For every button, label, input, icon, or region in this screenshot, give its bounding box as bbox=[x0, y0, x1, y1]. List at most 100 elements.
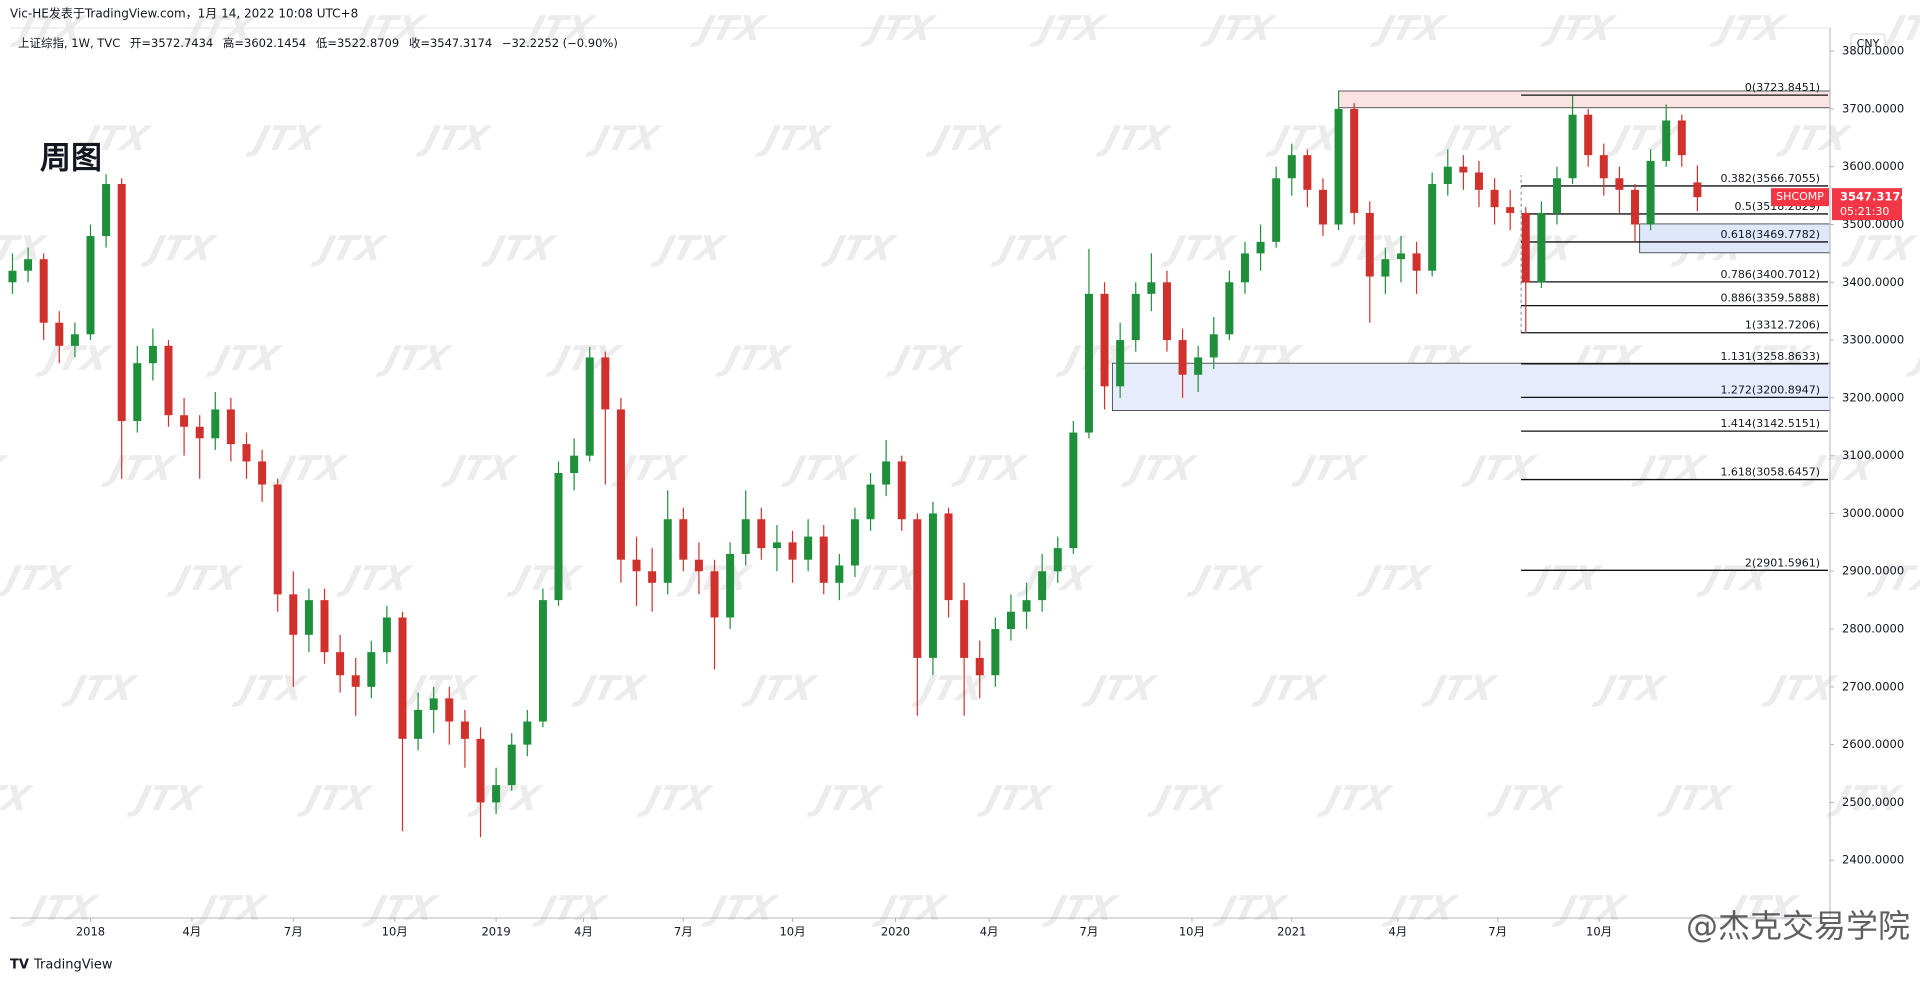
candle-body bbox=[1194, 357, 1203, 375]
candle-body bbox=[882, 461, 891, 485]
candle-body bbox=[1552, 178, 1561, 213]
candle-body bbox=[476, 738, 485, 803]
candle-body bbox=[1615, 178, 1624, 190]
candle-body bbox=[663, 519, 672, 583]
fib-label: 1.414(3142.5151) bbox=[1720, 417, 1820, 430]
candle-body bbox=[1568, 114, 1577, 179]
candle-body bbox=[975, 657, 984, 676]
y-tick-label: 3800.0000 bbox=[1842, 44, 1904, 58]
candle-body bbox=[1131, 293, 1140, 341]
x-tick-label: 10月 bbox=[1179, 925, 1205, 939]
candle-body bbox=[8, 270, 17, 283]
candle-body bbox=[336, 652, 345, 676]
x-tick-label: 10月 bbox=[779, 925, 805, 939]
candle-body bbox=[211, 409, 220, 439]
candle-body bbox=[1178, 340, 1187, 375]
candle-body bbox=[866, 484, 875, 520]
y-tick-label: 2400.0000 bbox=[1842, 853, 1904, 867]
candle-body bbox=[1506, 207, 1515, 213]
y-tick-label: 2800.0000 bbox=[1842, 622, 1904, 636]
candle-body bbox=[554, 473, 563, 601]
candle-body bbox=[1116, 340, 1125, 387]
fib-label: 0.886(3359.5888) bbox=[1720, 292, 1820, 305]
candle-body bbox=[1334, 108, 1343, 225]
header: Vic-HE发表于TradingView.com，1月 14, 2022 10:… bbox=[10, 6, 358, 21]
candle-body bbox=[804, 536, 813, 560]
candle-body bbox=[1038, 571, 1047, 601]
x-tick-label: 7月 bbox=[674, 925, 693, 939]
currency-box[interactable] bbox=[1850, 33, 1886, 55]
candle-body bbox=[1584, 114, 1593, 156]
x-tick-label: 7月 bbox=[1080, 925, 1099, 939]
candle-body bbox=[1100, 293, 1109, 387]
candle-body bbox=[648, 571, 657, 583]
legend-close: 收=3547.3174 bbox=[409, 36, 492, 50]
y-tick-label: 3700.0000 bbox=[1842, 101, 1904, 115]
candle-body bbox=[570, 455, 579, 473]
y-tick-label: 3400.0000 bbox=[1842, 275, 1904, 289]
x-tick-label: 4月 bbox=[574, 925, 593, 939]
candle-body bbox=[1521, 212, 1530, 283]
fib-label: 0.786(3400.7012) bbox=[1720, 268, 1820, 281]
y-tick-label: 3600.0000 bbox=[1842, 159, 1904, 173]
x-tick-label: 7月 bbox=[1488, 925, 1507, 939]
candle-body bbox=[414, 709, 423, 739]
candle-body bbox=[1240, 253, 1249, 283]
x-tick-label: 2021 bbox=[1277, 925, 1306, 939]
candle-body bbox=[55, 322, 64, 346]
candle-body bbox=[772, 542, 781, 549]
symbol-tag: SHCOMP bbox=[1776, 190, 1824, 203]
fib-label: 1.272(3200.8947) bbox=[1720, 383, 1820, 396]
x-tick-label: 2018 bbox=[76, 925, 105, 939]
candle-body bbox=[320, 600, 329, 653]
candle-body bbox=[1303, 155, 1312, 190]
candle-body bbox=[991, 629, 1000, 676]
candle-body bbox=[492, 785, 501, 803]
legend: 上证综指, 1W, TVC 开=3572.7434 高=3602.1454 低=… bbox=[18, 36, 618, 50]
candle-body bbox=[1287, 155, 1296, 179]
candle-body bbox=[1365, 212, 1374, 277]
candle-body bbox=[1350, 108, 1359, 213]
candle-body bbox=[1459, 166, 1468, 173]
candle-body bbox=[1256, 241, 1265, 254]
legend-symbol: 上证综指, 1W, TVC bbox=[18, 36, 120, 50]
y-tick-label: 2900.0000 bbox=[1842, 564, 1904, 578]
candle-body bbox=[429, 698, 438, 710]
plot: 0(3723.8451)0.382(3566.7055)0.5(3518.282… bbox=[8, 81, 1831, 838]
candle-body bbox=[351, 675, 360, 687]
candle-body bbox=[616, 409, 625, 560]
y-tick-label: 3100.0000 bbox=[1842, 448, 1904, 462]
fib-label: 2(2901.5961) bbox=[1745, 556, 1820, 569]
candle-body bbox=[1209, 334, 1218, 358]
candle-body bbox=[258, 461, 267, 485]
candle-body bbox=[601, 357, 610, 410]
y-tick-label: 3200.0000 bbox=[1842, 390, 1904, 404]
candle-body bbox=[445, 698, 454, 722]
candle-body bbox=[507, 744, 516, 786]
signature: @杰克交易学院 bbox=[1686, 907, 1910, 945]
candle-body bbox=[1381, 259, 1390, 277]
candle-body bbox=[897, 461, 906, 520]
candle-body bbox=[117, 184, 126, 421]
currency[interactable]: CNY bbox=[1857, 37, 1880, 50]
x-tick-label: 7月 bbox=[284, 925, 303, 939]
chart-title: 周图 bbox=[40, 141, 102, 177]
candle-body bbox=[164, 345, 173, 416]
legend-low: 低=3522.8709 bbox=[316, 36, 399, 50]
symbol-tag-bg bbox=[1771, 188, 1829, 207]
candle-body bbox=[1412, 253, 1421, 271]
legend-open: 开=3572.7434 bbox=[130, 36, 213, 50]
y-tick-label: 3000.0000 bbox=[1842, 506, 1904, 520]
fib-label: 1(3312.7206) bbox=[1745, 319, 1820, 332]
y-tick-label: 2500.0000 bbox=[1842, 795, 1904, 809]
watermark: JTX bbox=[0, 559, 76, 598]
candle-body bbox=[913, 519, 922, 658]
candle-body bbox=[367, 652, 376, 687]
zone bbox=[1111, 362, 1831, 411]
candle-body bbox=[726, 553, 735, 618]
candle-body bbox=[1022, 600, 1031, 612]
candle-body bbox=[944, 513, 953, 601]
candle-body bbox=[382, 617, 391, 653]
x-tick-label: 4月 bbox=[182, 925, 201, 939]
